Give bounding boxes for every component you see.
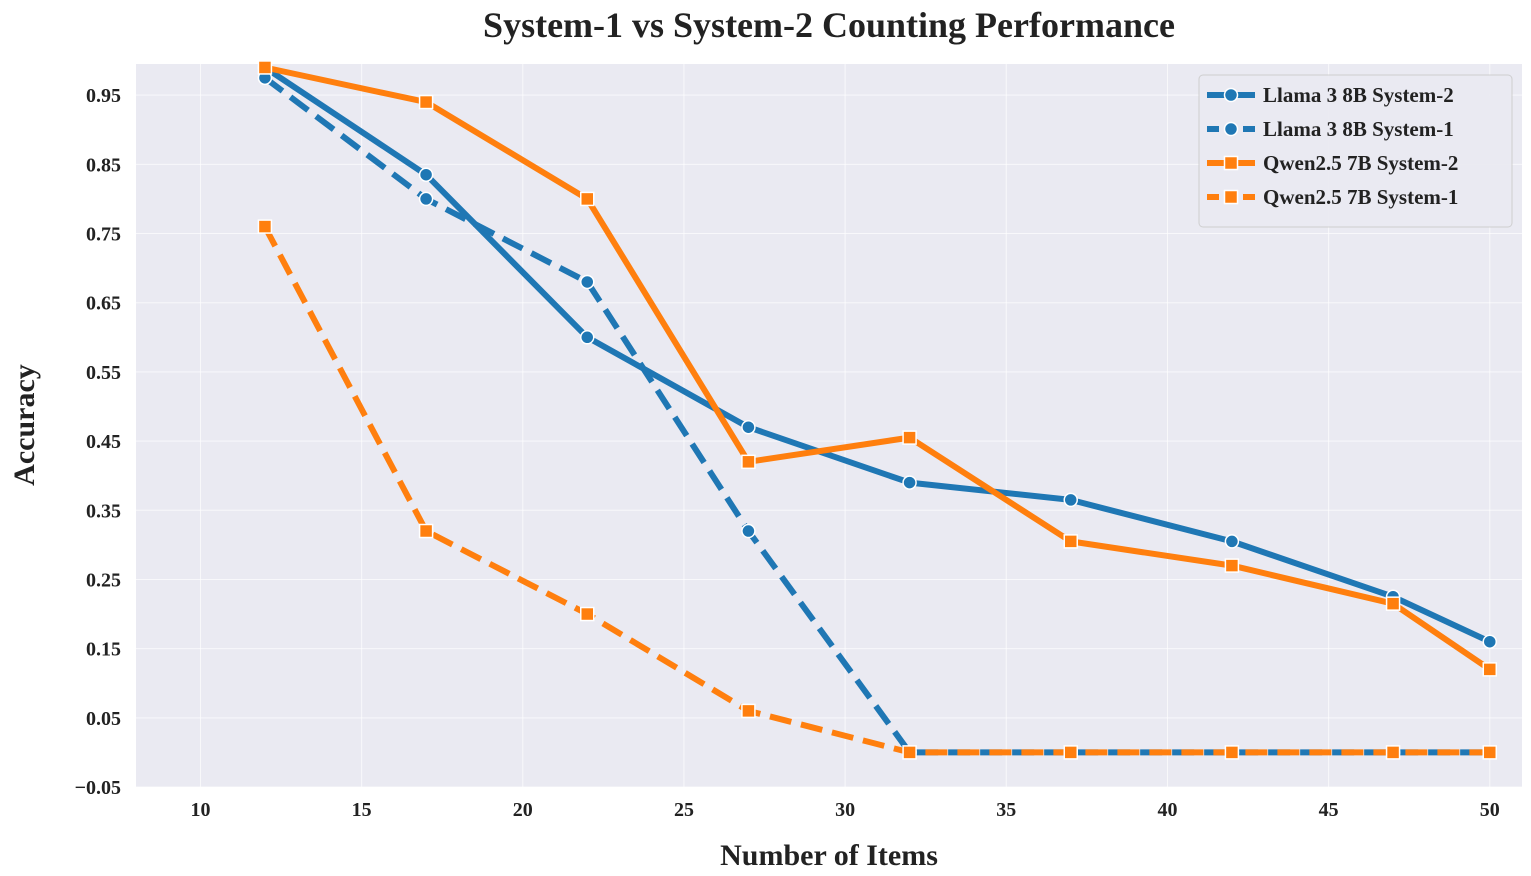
legend-label: Llama 3 8B System-1 <box>1263 117 1454 141</box>
y-axis-label: Accuracy <box>8 364 41 486</box>
legend-item: Qwen2.5 7B System-1 <box>1207 185 1458 209</box>
data-point <box>257 219 273 234</box>
data-point <box>741 703 756 719</box>
legend-marker <box>1223 121 1239 137</box>
legend-label: Qwen2.5 7B System-1 <box>1263 185 1458 209</box>
legend-marker <box>1223 155 1239 171</box>
x-tick-label: 45 <box>1319 799 1339 821</box>
y-tick-label: 0.45 <box>86 431 121 453</box>
data-point <box>1224 534 1240 549</box>
legend-item: Llama 3 8B System-1 <box>1207 117 1454 141</box>
x-tick-label: 35 <box>996 799 1016 821</box>
series-3 <box>257 60 1498 677</box>
data-point <box>741 454 756 470</box>
legend-item: Qwen2.5 7B System-2 <box>1207 151 1458 175</box>
x-tick-label: 25 <box>674 799 694 821</box>
legend-marker <box>1223 189 1239 205</box>
data-point <box>418 167 434 182</box>
chart-title: System-1 vs System-2 Counting Performanc… <box>483 5 1175 45</box>
data-point <box>1385 745 1401 760</box>
data-point <box>1224 558 1240 573</box>
data-point <box>1482 634 1498 649</box>
y-tick-label: 0.65 <box>86 293 121 315</box>
legend-marker <box>1223 87 1239 103</box>
y-tick-label: 0.75 <box>86 224 121 246</box>
series-line <box>263 75 1490 756</box>
data-point <box>418 94 434 110</box>
legend-label: Llama 3 8B System-2 <box>1263 83 1454 107</box>
legend-item: Llama 3 8B System-2 <box>1207 83 1454 107</box>
x-tick-label: 30 <box>835 799 855 821</box>
data-point <box>902 430 917 445</box>
legend-box <box>1198 74 1513 228</box>
x-tick-label: 10 <box>190 799 210 821</box>
x-tick-label: 15 <box>352 799 372 821</box>
data-point <box>257 60 273 75</box>
data-point <box>741 523 756 539</box>
data-point <box>1224 745 1240 760</box>
data-point <box>580 606 595 622</box>
data-point <box>1063 534 1078 549</box>
data-point <box>741 419 756 435</box>
y-tick-label: 0.85 <box>86 154 121 176</box>
x-axis-ticks: 10 15 20 25 30 35 40 45 50 <box>190 799 1499 821</box>
data-point <box>1482 745 1498 760</box>
legend: Llama 3 8B System-2 Llama 3 8B System-1 Qw… <box>1198 74 1513 228</box>
data-point <box>1063 492 1078 508</box>
y-tick-label: 0.25 <box>86 569 121 591</box>
data-point <box>580 191 595 207</box>
x-tick-label: 20 <box>513 799 533 821</box>
x-tick-label: 50 <box>1480 799 1500 821</box>
data-point <box>418 523 434 539</box>
legend-label: Qwen2.5 7B System-2 <box>1263 151 1458 175</box>
series-lines <box>257 60 1498 760</box>
x-axis-label: Number of Items <box>720 839 938 872</box>
data-point <box>580 330 595 345</box>
y-tick-label: −0.05 <box>75 777 121 799</box>
data-point <box>1385 596 1401 611</box>
y-tick-label: 0.35 <box>86 500 121 522</box>
y-tick-label: 0.05 <box>86 708 121 730</box>
data-point <box>580 274 595 290</box>
data-point <box>902 745 917 760</box>
x-tick-label: 40 <box>1157 799 1177 821</box>
y-axis-ticks: −0.05 0.05 0.15 0.25 0.35 0.45 0.55 0.65 0.75 0.8… <box>75 85 121 799</box>
y-tick-label: 0.55 <box>86 362 121 384</box>
y-tick-label: 0.15 <box>86 639 121 661</box>
data-point <box>1063 745 1078 760</box>
y-tick-label: 0.95 <box>86 85 121 107</box>
data-point <box>1482 662 1498 677</box>
series-4 <box>257 219 1498 760</box>
data-point <box>902 475 917 490</box>
data-point <box>418 191 434 207</box>
